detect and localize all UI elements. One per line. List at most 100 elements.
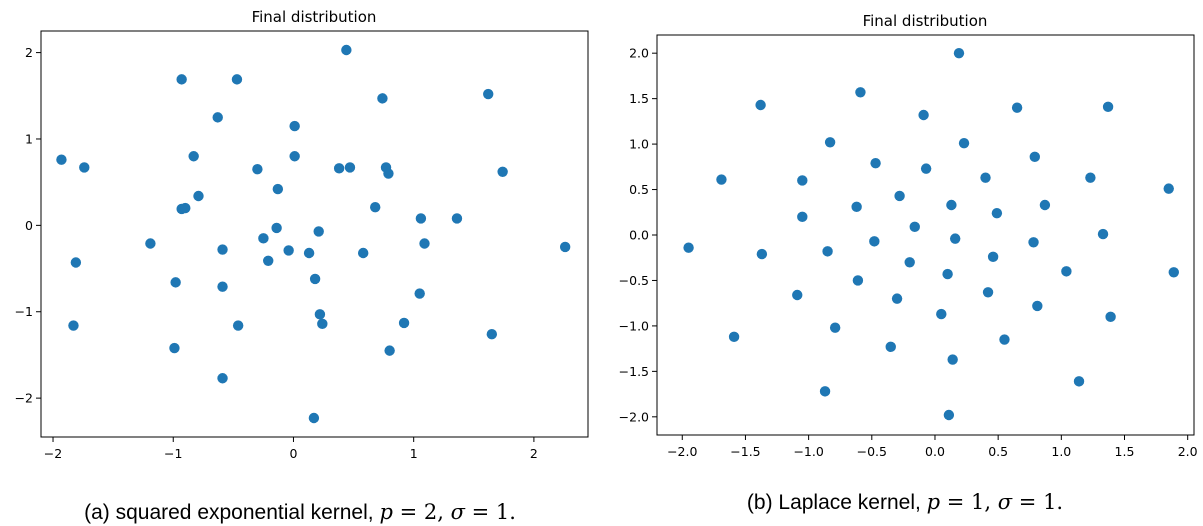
panel-b-data-point	[1164, 183, 1174, 193]
panel-b-data-point	[1012, 103, 1022, 113]
panel-a-data-point	[289, 151, 299, 161]
panel-a-data-point	[68, 320, 78, 330]
panel-b-data-point	[1074, 376, 1084, 386]
panel-a-ytick-label: 0	[25, 218, 33, 233]
panel-b-data-point	[992, 208, 1002, 218]
panel-a-caption: (a) squared exponential kernel, p = 2, σ…	[84, 500, 516, 524]
panel-b-data-point	[918, 110, 928, 120]
panel-b-data-point	[1098, 229, 1108, 239]
panel-a-data-point	[487, 329, 497, 339]
panel-b-data-point	[1103, 102, 1113, 112]
panel-b-data-point	[870, 158, 880, 168]
panel-a-data-point	[314, 226, 324, 236]
panel-a-data-point	[383, 168, 393, 178]
panel-b-data-point	[851, 202, 861, 212]
panel-a-data-point	[384, 345, 394, 355]
panel-b-data-point	[822, 246, 832, 256]
panel-b-xtick-label: 1.5	[1115, 444, 1135, 459]
panel-b-data-point	[1061, 266, 1071, 276]
panel-a-caption-sigma-value: = 1.	[465, 500, 516, 524]
panel-b-caption: (b) Laplace kernel, p = 1, σ = 1.	[747, 490, 1063, 514]
panel-a-data-point	[289, 121, 299, 131]
panel-a-data-point	[188, 151, 198, 161]
panel-a-data-point	[273, 184, 283, 194]
panel-a-data-point	[309, 413, 319, 423]
panel-a-data-point	[419, 238, 429, 248]
panel-b-data-point	[892, 293, 902, 303]
panel-b-data-point	[797, 175, 807, 185]
panel-a-data-point	[176, 74, 186, 84]
panel-a-data-point	[56, 155, 66, 165]
panel-b-xtick-label: −0.5	[857, 444, 887, 459]
panel-a-data-point	[170, 277, 180, 287]
panel-b-frame	[657, 35, 1194, 435]
panel-b-data-point	[1028, 237, 1038, 247]
panel-a-title: Final distribution	[252, 8, 377, 26]
panel-a-ytick-label: 1	[25, 131, 33, 146]
panel-b-data-point	[1169, 267, 1179, 277]
panel-b-ytick-label: 1.0	[629, 137, 649, 152]
panel-b-data-point	[820, 386, 830, 396]
panel-a-caption-prefix: (a) squared exponential kernel,	[84, 501, 379, 524]
panel-b-xtick-label: 0.5	[988, 444, 1008, 459]
panel-a-data-point	[145, 238, 155, 248]
panel-b-data-point	[954, 48, 964, 58]
panel-b-data-point	[910, 222, 920, 232]
scatter-panel-a: Final distribution −2 −1 0 1 2 −2 −1 0 1 2 (a) sq…	[15, 8, 588, 524]
panel-b-ytick-label: 2.0	[629, 46, 649, 61]
panel-a-caption-p-value: = 2	[393, 500, 437, 524]
panel-a-axes: −2 −1 0 1 2 −2 −1 0 1 2	[15, 45, 571, 461]
panel-b-title: Final distribution	[863, 12, 988, 30]
panel-a-data-point	[79, 162, 89, 172]
panel-b-xtick-label: −1.0	[793, 444, 823, 459]
panel-b-data-point	[988, 252, 998, 262]
panel-b-xtick-label: 0.0	[925, 444, 945, 459]
panel-b-ytick-label: −0.5	[619, 273, 649, 288]
panel-b-data-point	[755, 100, 765, 110]
panel-a-data-point	[370, 202, 380, 212]
panel-b-data-point	[999, 334, 1009, 344]
panel-b-data-point	[905, 257, 915, 267]
panel-b-ytick-label: −1.5	[619, 364, 649, 379]
panel-b-xtick-label: −2.0	[667, 444, 697, 459]
panel-a-data-point	[341, 45, 351, 55]
scatter-panel-b: Final distribution −2.0 −1.5 −1.0 −0.5 0.0 0.…	[619, 12, 1198, 514]
panel-a-caption-p: p	[379, 500, 392, 524]
panel-b-ytick-label: −2.0	[619, 409, 649, 424]
panel-a-data-point	[258, 233, 268, 243]
panel-b-caption-sigma: σ	[998, 490, 1013, 514]
panel-b-xtick-label: −1.5	[730, 444, 760, 459]
panel-b-caption-sigma-value: = 1.	[1012, 490, 1063, 514]
panel-a-ytick-label: −2	[15, 391, 33, 406]
panel-b-data-point	[942, 269, 952, 279]
panel-a-data-point	[232, 74, 242, 84]
panel-a-xtick-label: 2	[530, 446, 538, 461]
panel-a-data-point	[213, 112, 223, 122]
panel-a-data-point	[283, 245, 293, 255]
panel-a-data-point	[414, 288, 424, 298]
panel-a-data-point	[304, 248, 314, 258]
panel-a-data-point	[217, 373, 227, 383]
panel-b-data-point	[1085, 173, 1095, 183]
panel-b-data-point	[830, 323, 840, 333]
panel-b-data-point	[921, 163, 931, 173]
panel-a-data-point	[193, 191, 203, 201]
panel-a-data-point	[217, 244, 227, 254]
panel-a-data-point	[310, 274, 320, 284]
panel-b-data-point	[894, 191, 904, 201]
panel-a-data-point	[560, 242, 570, 252]
panel-a-data-point	[377, 93, 387, 103]
panel-b-ytick-label: 0.0	[629, 228, 649, 243]
panel-a-data-point	[345, 162, 355, 172]
panel-b-data-point	[1032, 301, 1042, 311]
panel-b-data-point	[950, 233, 960, 243]
panel-b-data-point	[980, 173, 990, 183]
panel-a-data-point	[416, 213, 426, 223]
panel-a-data-point	[233, 320, 243, 330]
panel-a-data-point	[217, 281, 227, 291]
panel-b-data-point	[947, 354, 957, 364]
panel-a-data-point	[180, 203, 190, 213]
panel-a-xtick-label: −1	[164, 446, 182, 461]
panel-b-ytick-label: −1.0	[619, 318, 649, 333]
